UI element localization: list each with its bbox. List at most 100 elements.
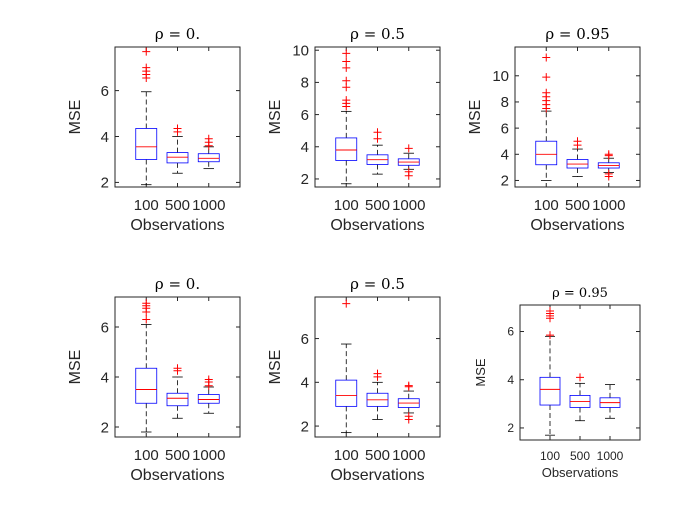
box-1000 bbox=[397, 144, 420, 180]
outlier-marker bbox=[342, 76, 351, 85]
boxplot-panel-4: ρ = 0. 2 4 6 100 500 1000 Observations MSE bbox=[67, 275, 241, 484]
y-tick-label: 6 bbox=[507, 325, 514, 339]
box-500 bbox=[366, 369, 389, 420]
box-500 bbox=[366, 128, 389, 175]
x-tick-label-500: 500 bbox=[570, 449, 590, 463]
y-axis-label: MSE bbox=[67, 100, 84, 135]
x-tick-label-100: 100 bbox=[134, 447, 159, 464]
iqr-box bbox=[166, 152, 189, 164]
x-tick-label-1000: 1000 bbox=[392, 447, 425, 464]
x-axis-label: Observations bbox=[130, 467, 224, 484]
boxplot-panel-1: ρ = 0. 2 4 6 100 500 1000 Observations MSE bbox=[67, 25, 241, 234]
x-tick-label-1000: 1000 bbox=[592, 197, 625, 214]
box-100 bbox=[135, 299, 158, 433]
panel-title: ρ = 0. bbox=[155, 275, 200, 293]
outlier-marker bbox=[604, 169, 613, 178]
x-tick-label-1000: 1000 bbox=[392, 197, 425, 214]
box-1000 bbox=[397, 381, 420, 424]
outlier-marker bbox=[373, 369, 382, 378]
boxplot-panel-2: ρ = 0.5 2 4 6 8 10 100 500 1000 Observations MSE bbox=[267, 25, 441, 234]
box-500 bbox=[566, 137, 589, 177]
boxplot-panel-3: ρ = 0.95 2 4 6 8 10 100 500 1000 Observations MSE bbox=[467, 25, 641, 234]
outlier-marker bbox=[142, 299, 151, 308]
y-tick-label: 2 bbox=[101, 175, 109, 192]
box-1000 bbox=[597, 150, 620, 181]
y-tick-label: 2 bbox=[507, 421, 514, 435]
y-tick-label: 4 bbox=[301, 139, 309, 156]
x-tick-label-500: 500 bbox=[365, 197, 390, 214]
y-axis-label: MSE bbox=[267, 350, 284, 385]
outlier-marker bbox=[204, 375, 213, 384]
box-500 bbox=[569, 373, 591, 422]
y-tick-label: 4 bbox=[101, 129, 109, 146]
y-tick-label: 6 bbox=[301, 107, 309, 124]
outlier-marker bbox=[542, 73, 551, 82]
y-axis-label: MSE bbox=[67, 350, 84, 385]
outlier-marker bbox=[404, 381, 413, 390]
y-tick-label: 2 bbox=[101, 419, 109, 436]
y-axis-label: MSE bbox=[267, 100, 284, 135]
outlier-marker bbox=[142, 315, 151, 324]
panel-title: ρ = 0.5 bbox=[350, 275, 405, 293]
y-tick-label: 10 bbox=[292, 42, 309, 59]
panel-title: ρ = 0.5 bbox=[350, 25, 405, 43]
iqr-box bbox=[335, 379, 358, 407]
y-tick-label: 2 bbox=[301, 418, 309, 435]
x-tick-label-500: 500 bbox=[165, 197, 190, 214]
box-500 bbox=[166, 124, 189, 174]
y-tick-label: 6 bbox=[101, 319, 109, 336]
outlier-marker bbox=[404, 144, 413, 153]
outlier-marker bbox=[542, 53, 551, 62]
y-tick-label: 10 bbox=[492, 68, 509, 85]
y-axis-label: MSE bbox=[467, 100, 484, 135]
x-axis-label: Observations bbox=[130, 217, 224, 234]
box-100 bbox=[135, 47, 158, 186]
outlier-marker bbox=[342, 299, 351, 308]
x-tick-label-500: 500 bbox=[365, 447, 390, 464]
x-axis-label: Observations bbox=[330, 467, 424, 484]
y-tick-label: 2 bbox=[501, 173, 509, 190]
x-tick-label-500: 500 bbox=[565, 197, 590, 214]
x-tick-label-100: 100 bbox=[334, 197, 359, 214]
boxplot-panel-6: ρ = 0.95 2 4 6 100 500 1000 Observations MSE bbox=[473, 286, 641, 480]
y-tick-label: 6 bbox=[501, 120, 509, 137]
panel-title: ρ = 0.95 bbox=[552, 286, 608, 301]
box-100 bbox=[535, 53, 558, 181]
y-axis-label: MSE bbox=[473, 358, 488, 387]
x-tick-label-100: 100 bbox=[334, 447, 359, 464]
outlier-marker bbox=[404, 412, 413, 421]
iqr-box bbox=[135, 367, 158, 404]
x-axis-label: Observations bbox=[530, 217, 624, 234]
panel-title: ρ = 0.95 bbox=[545, 25, 609, 43]
y-tick-label: 6 bbox=[301, 331, 309, 348]
iqr-box bbox=[135, 128, 158, 160]
outlier-marker bbox=[546, 331, 554, 340]
outlier-marker bbox=[373, 128, 382, 137]
y-tick-label: 4 bbox=[501, 147, 509, 164]
box-500 bbox=[166, 364, 189, 419]
outlier-marker bbox=[204, 134, 213, 143]
boxplot-panel-5: ρ = 0.5 2 4 6 100 500 1000 Observations MSE bbox=[267, 275, 441, 484]
y-tick-label: 8 bbox=[501, 94, 509, 111]
iqr-box bbox=[197, 153, 220, 163]
box-1000 bbox=[197, 134, 220, 170]
x-axis-label: Observations bbox=[330, 217, 424, 234]
y-tick-label: 4 bbox=[301, 375, 309, 392]
outlier-marker bbox=[573, 137, 582, 146]
box-1000 bbox=[197, 375, 220, 414]
x-axis-label: Observations bbox=[542, 465, 619, 480]
x-tick-label-100: 100 bbox=[534, 197, 559, 214]
outlier-marker bbox=[342, 96, 351, 105]
iqr-box bbox=[535, 140, 558, 166]
x-tick-label-100: 100 bbox=[134, 197, 159, 214]
outlier-marker bbox=[342, 57, 351, 66]
outlier-marker bbox=[604, 150, 613, 159]
outlier-marker bbox=[576, 373, 584, 382]
outlier-marker bbox=[142, 47, 151, 56]
outlier-marker bbox=[404, 167, 413, 176]
x-tick-label-1000: 1000 bbox=[597, 449, 624, 463]
axes-frame bbox=[514, 46, 641, 188]
box-100 bbox=[539, 307, 561, 436]
panel-title: ρ = 0. bbox=[155, 25, 200, 43]
